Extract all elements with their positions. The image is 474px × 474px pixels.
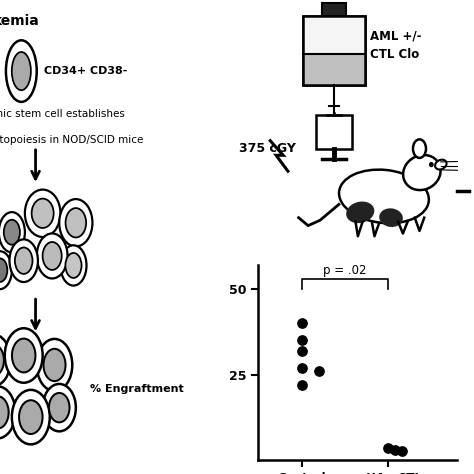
Bar (316, 116, 352, 149)
Text: 375 cGY: 375 cGY (239, 142, 296, 155)
Ellipse shape (15, 247, 33, 274)
Point (398, 447, 406, 455)
Text: atopoiesis in NOD/SCID mice: atopoiesis in NOD/SCID mice (0, 135, 143, 145)
Point (392, 446, 399, 453)
Text: CD34+ CD38-: CD34+ CD38- (44, 66, 127, 76)
Ellipse shape (49, 393, 70, 422)
Point (298, 381, 305, 389)
Circle shape (6, 40, 37, 102)
Point (298, 347, 305, 355)
Ellipse shape (379, 209, 403, 227)
Bar (303, 54, 365, 85)
Ellipse shape (0, 258, 8, 282)
Text: kemia: kemia (0, 14, 40, 28)
Text: p = .02: p = .02 (323, 264, 366, 277)
Ellipse shape (5, 328, 43, 383)
Ellipse shape (12, 390, 50, 445)
Bar (303, 16, 365, 54)
Ellipse shape (9, 239, 38, 282)
Ellipse shape (65, 208, 86, 237)
Ellipse shape (32, 199, 54, 228)
Ellipse shape (36, 339, 72, 391)
Ellipse shape (61, 246, 86, 285)
Ellipse shape (59, 199, 92, 246)
Circle shape (12, 52, 31, 90)
Bar (303, 16, 365, 85)
Ellipse shape (0, 344, 4, 376)
Circle shape (429, 162, 434, 167)
Ellipse shape (346, 201, 374, 223)
Ellipse shape (37, 234, 68, 278)
Ellipse shape (25, 190, 61, 237)
Ellipse shape (339, 170, 429, 223)
Ellipse shape (0, 334, 11, 386)
Ellipse shape (0, 251, 12, 289)
Ellipse shape (43, 384, 76, 431)
Text: AML +/-: AML +/- (370, 29, 421, 42)
Point (315, 367, 323, 375)
Bar (303, 16, 365, 85)
Ellipse shape (65, 253, 82, 278)
Ellipse shape (0, 386, 15, 438)
Ellipse shape (0, 396, 9, 428)
Point (298, 364, 305, 372)
Ellipse shape (4, 220, 20, 245)
Ellipse shape (435, 160, 447, 170)
Ellipse shape (413, 139, 426, 158)
Ellipse shape (12, 338, 36, 373)
Ellipse shape (19, 400, 43, 434)
Text: mic stem cell establishes: mic stem cell establishes (0, 109, 125, 119)
Text: % Engraftment: % Engraftment (90, 383, 184, 394)
Point (384, 444, 392, 452)
Ellipse shape (403, 155, 441, 190)
Ellipse shape (43, 242, 62, 270)
Ellipse shape (0, 212, 25, 252)
Point (298, 319, 305, 327)
Point (298, 337, 305, 344)
Text: CTL Clo: CTL Clo (370, 48, 419, 61)
Ellipse shape (44, 349, 65, 381)
Bar (322, 3, 346, 16)
